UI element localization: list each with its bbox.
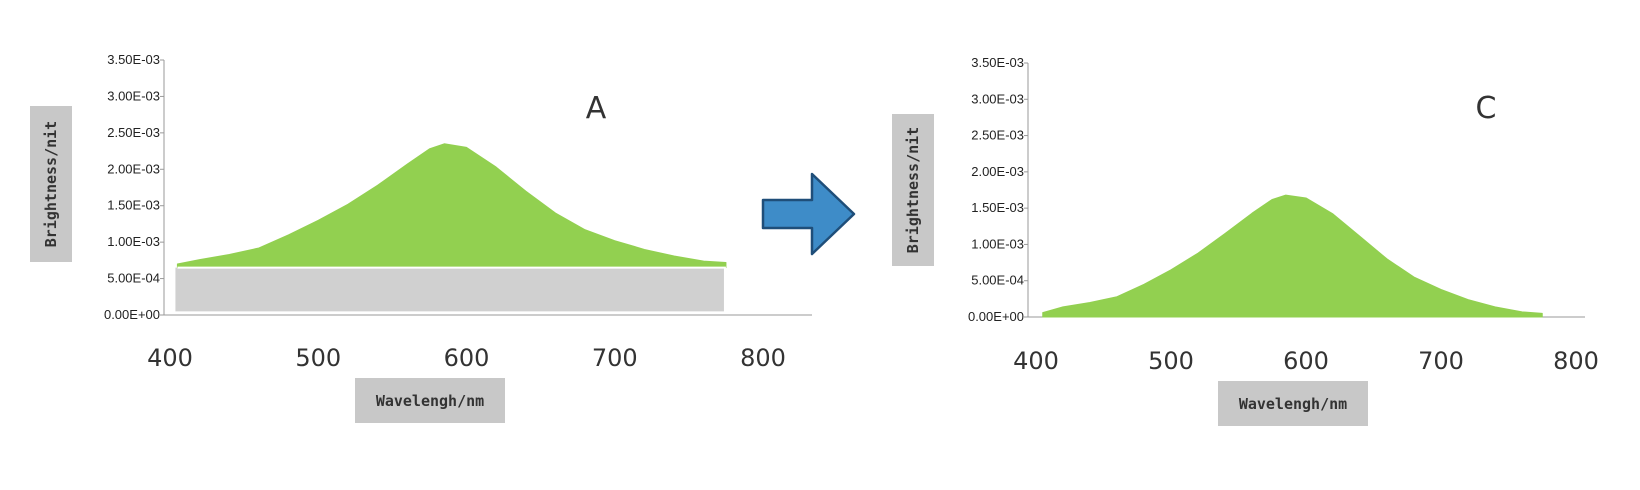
y-tick-label: 5.00E-04 [971, 273, 1024, 288]
panel-label-c: C [1476, 91, 1497, 126]
x-axis-label: Wavelengh/nm [376, 392, 484, 410]
y-tick-label: 1.00E-03 [971, 236, 1024, 251]
x-tick-label: 800 [1553, 347, 1599, 375]
y-tick-label: 3.00E-03 [107, 88, 160, 103]
y-tick-label: 3.00E-03 [971, 91, 1024, 106]
x-tick-label: 500 [1148, 347, 1194, 375]
y-tick-label: 2.50E-03 [107, 125, 160, 140]
y-tick-label: 1.50E-03 [971, 200, 1024, 215]
x-tick-label: 400 [1013, 347, 1059, 375]
panel-label-a: A [586, 91, 607, 126]
y-tick-label: 2.00E-03 [107, 161, 160, 176]
baseline-band [175, 267, 724, 312]
x-tick-label: 400 [147, 344, 193, 372]
y-axis-label: Brightness/nit [904, 127, 922, 253]
x-tick-label: 600 [1283, 347, 1329, 375]
y-tick-label: 3.50E-03 [107, 52, 160, 67]
chart-a: Brightness/nit Wavelengh/nm A 0.00E+00 5.… [30, 52, 812, 423]
x-tick-label: 700 [592, 344, 638, 372]
y-tick-label: 0.00E+00 [968, 309, 1024, 324]
arrow-right-icon [761, 172, 856, 256]
xlabel-box [355, 378, 505, 423]
x-tick-label: 700 [1418, 347, 1464, 375]
y-tick-label: 3.50E-03 [971, 55, 1024, 70]
chart-c: Brightness/nit Wavelengh/nm C 0.00E+00 5.… [892, 55, 1599, 426]
x-tick-label: 800 [740, 344, 786, 372]
ylabel-box [30, 106, 72, 262]
y-tick-label: 2.00E-03 [971, 164, 1024, 179]
x-tick-label: 500 [295, 344, 341, 372]
y-tick-label: 2.50E-03 [971, 128, 1024, 143]
y-tick-label: 1.00E-03 [107, 234, 160, 249]
y-tick-label: 1.50E-03 [107, 198, 160, 213]
y-axis-label: Brightness/nit [42, 121, 60, 247]
x-tick-label: 600 [444, 344, 490, 372]
y-tick-label: 5.00E-04 [107, 271, 160, 286]
y-tick-label: 0.00E+00 [104, 307, 160, 322]
area-series [1042, 194, 1543, 318]
x-axis-label: Wavelengh/nm [1239, 395, 1347, 413]
xlabel-box [1218, 381, 1368, 426]
ylabel-box [892, 114, 934, 266]
area-series [176, 143, 727, 269]
